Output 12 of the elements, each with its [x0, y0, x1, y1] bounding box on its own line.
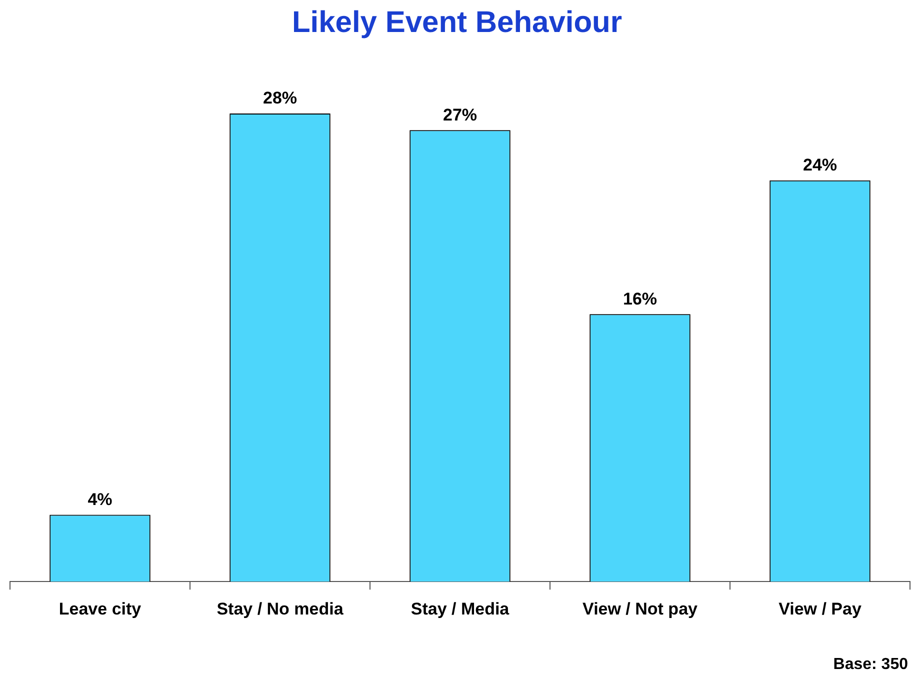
x-tick-label: Stay / No media [216, 599, 344, 618]
x-tick-label: View / Pay [778, 599, 862, 618]
x-tick-label: View / Not pay [582, 599, 698, 618]
text: Base: 350 [833, 656, 908, 674]
x-tick-label: Stay / Media [410, 599, 510, 618]
chart-title: Likely Event Behaviour [290, 6, 624, 40]
data-label: 24% [802, 156, 838, 175]
data-label: 16% [622, 289, 658, 308]
data-label: 27% [442, 105, 478, 124]
data-label: 28% [262, 88, 298, 108]
data-label: 4% [88, 490, 112, 509]
x-tick-label: Leave city [58, 599, 142, 618]
